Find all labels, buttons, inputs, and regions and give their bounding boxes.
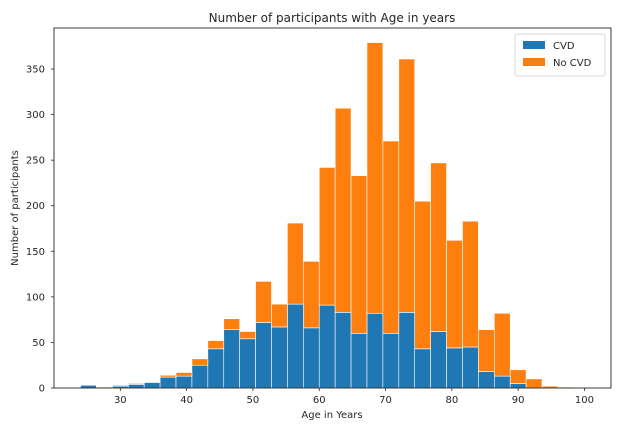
bar-no-cvd [159,374,177,378]
bar-cvd [366,312,384,389]
bar-no-cvd [366,42,384,314]
bar-cvd [478,371,495,389]
bar-cvd [223,329,240,389]
legend-label-cvd: CVD [553,41,575,52]
bar-no-cvd [525,378,543,389]
bar-cvd [509,383,527,389]
bar-no-cvd [255,281,272,323]
bar-no-cvd [350,175,368,334]
plot-frame [53,27,612,389]
bar-no-cvd [382,140,400,334]
chart-title: Number of participants with Age in years [209,11,456,25]
bars-layer [80,42,575,389]
bar-no-cvd [239,331,256,340]
x-axis-label: Age in Years [301,410,362,421]
bar-no-cvd [430,162,447,332]
bar-no-cvd [478,329,495,372]
bar-cvd [287,303,304,389]
bar-cvd [159,376,177,389]
bar-cvd [350,333,368,389]
x-tick-label: 70 [379,395,392,406]
bar-no-cvd [414,200,431,350]
bar-cvd [271,326,288,389]
y-tick-label: 100 [26,292,45,303]
bar-cvd [430,331,447,389]
bar-no-cvd [191,358,209,366]
bar-cvd [334,312,352,389]
legend-swatch-cvd [523,41,545,49]
y-axis-label: Number of participants [10,150,21,266]
bar-no-cvd [303,261,320,329]
bar-no-cvd [509,369,527,384]
y-tick-label: 50 [32,338,45,349]
x-tick-label: 90 [512,395,525,406]
bar-no-cvd [207,340,225,350]
y-tick-label: 0 [39,384,45,395]
bar-cvd [191,364,209,389]
bar-no-cvd [398,58,416,313]
bar-cvd [303,327,320,389]
bar-cvd [239,338,256,389]
bar-no-cvd [223,318,240,330]
x-tick-label: 100 [575,395,594,406]
bar-cvd [143,382,161,389]
x-tick-label: 40 [180,395,193,406]
legend-swatch-no-cvd [523,58,545,66]
bar-no-cvd [127,383,145,385]
x-tick-label: 80 [445,395,458,406]
bar-no-cvd [446,240,463,349]
legend-label-no-cvd: No CVD [553,58,592,69]
bar-cvd [462,346,479,389]
bar-no-cvd [287,222,304,305]
bar-cvd [414,348,431,389]
y-tick-label: 350 [26,65,45,76]
bar-cvd [175,375,193,389]
bar-cvd [446,347,463,389]
bar-no-cvd [112,384,129,387]
y-tick-label: 250 [26,156,45,167]
bar-cvd [493,375,511,389]
legend: CVD No CVD [514,33,606,77]
bar-cvd [255,322,272,389]
bar-cvd [127,384,145,389]
bar-no-cvd [318,167,336,306]
y-axis: 0 50 100 150 200 250 300 350 [26,65,54,395]
x-tick-label: 60 [313,395,326,406]
bar-no-cvd [175,372,193,377]
x-tick-label: 50 [247,395,260,406]
y-tick-label: 200 [26,201,45,212]
bar-no-cvd [271,303,288,328]
y-tick-label: 300 [26,110,45,121]
bar-cvd [207,348,225,389]
y-tick-label: 150 [26,247,45,258]
bar-cvd [382,333,400,389]
bar-cvd [398,312,416,389]
bar-no-cvd [493,312,511,377]
bar-no-cvd [334,107,352,313]
bar-no-cvd [462,220,479,348]
bar-cvd [318,304,336,389]
x-axis: 30 40 50 60 70 80 90 100 [114,388,594,406]
x-tick-label: 30 [114,395,127,406]
